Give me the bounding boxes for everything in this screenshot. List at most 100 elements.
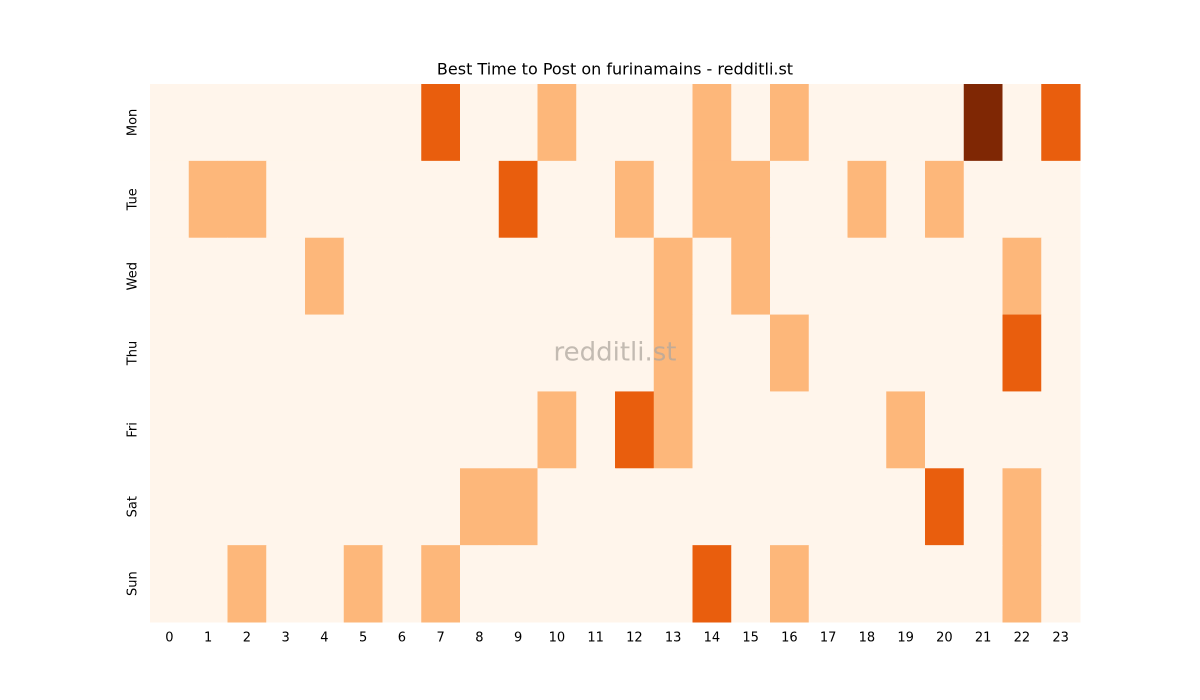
- heatmap-cell: [305, 545, 345, 623]
- x-tick-label: 11: [587, 631, 604, 646]
- heatmap-cell: [460, 468, 500, 546]
- heatmap-cell: [692, 160, 732, 239]
- heatmap-cell: [227, 314, 267, 392]
- heatmap-cell: [653, 160, 693, 239]
- x-tick-label: 6: [398, 631, 406, 646]
- x-tick-label: 14: [704, 631, 721, 646]
- heatmap-cell: [770, 237, 810, 316]
- heatmap-cell: [498, 84, 538, 162]
- heatmap-cell: [227, 237, 267, 316]
- x-tick-label: 2: [243, 631, 251, 646]
- heatmap-cell: [421, 391, 461, 469]
- heatmap-cell: [886, 237, 926, 316]
- heatmap-cell: [150, 84, 190, 162]
- heatmap-cell: [1002, 314, 1042, 392]
- heatmap-cell: [266, 391, 306, 469]
- heatmap-cell: [1041, 84, 1081, 162]
- x-tick-label: 4: [320, 631, 328, 646]
- heatmap-cell: [963, 84, 1003, 162]
- heatmap-cell: [498, 237, 538, 316]
- heatmap-cell: [1002, 468, 1042, 546]
- heatmap-cell: [537, 468, 577, 546]
- heatmap-cell: [925, 84, 965, 162]
- x-tick-label: 0: [165, 631, 173, 646]
- heatmap-cell: [576, 237, 616, 316]
- heatmap-cell: [537, 545, 577, 623]
- x-tick-label: 9: [514, 631, 522, 646]
- heatmap-cell: [1041, 391, 1081, 469]
- x-tick-label: 1: [204, 631, 212, 646]
- y-tick-label: Mon: [126, 109, 141, 136]
- heatmap-cell: [188, 84, 228, 162]
- heatmap-cell: [808, 160, 848, 239]
- heatmap-cell: [615, 160, 655, 239]
- heatmap-cell: [305, 314, 345, 392]
- heatmap-cell: [847, 314, 887, 392]
- heatmap-cell: [227, 545, 267, 623]
- heatmap-cell: [847, 468, 887, 546]
- heatmap-cell: [305, 237, 345, 316]
- heatmap-cell: [460, 314, 500, 392]
- heatmap-cell: [227, 468, 267, 546]
- heatmap-cell: [847, 237, 887, 316]
- x-tick-label: 8: [475, 631, 483, 646]
- heatmap-cell: [150, 468, 190, 546]
- heatmap-cell: [576, 84, 616, 162]
- heatmap-cell: [1002, 545, 1042, 623]
- heatmap-cell: [460, 160, 500, 239]
- heatmap-cell: [460, 84, 500, 162]
- heatmap-cell: [421, 468, 461, 546]
- heatmap-cell: [847, 84, 887, 162]
- heatmap-cell: [305, 391, 345, 469]
- heatmap-cell: [1002, 391, 1042, 469]
- heatmap-cell: [808, 237, 848, 316]
- heatmap-cell: [1041, 237, 1081, 316]
- x-tick-label: 12: [626, 631, 643, 646]
- heatmap-cell: [188, 160, 228, 239]
- heatmap-cell: [731, 314, 771, 392]
- heatmap-cell: [382, 84, 422, 162]
- heatmap-cell: [615, 237, 655, 316]
- x-tick-label: 17: [820, 631, 837, 646]
- heatmap-cell: [150, 314, 190, 392]
- heatmap-cell: [150, 391, 190, 469]
- heatmap-cell: [1002, 160, 1042, 239]
- heatmap-cell: [731, 391, 771, 469]
- x-tick-label: 19: [897, 631, 914, 646]
- heatmap-cell: [963, 160, 1003, 239]
- y-tick-label: Sat: [126, 496, 141, 517]
- heatmap-cell: [731, 545, 771, 623]
- heatmap-cell: [343, 545, 383, 623]
- heatmap-cell: [1041, 468, 1081, 546]
- heatmap-cell: [692, 468, 732, 546]
- heatmap-cell: [692, 391, 732, 469]
- heatmap-cell: [886, 468, 926, 546]
- x-tick-label: 20: [936, 631, 953, 646]
- y-tick-label: Sun: [126, 571, 141, 596]
- heatmap-cell: [266, 468, 306, 546]
- heatmap-cell: [1041, 314, 1081, 392]
- heatmap-cell: [653, 84, 693, 162]
- heatmap-cell: [925, 545, 965, 623]
- heatmap-cell: [925, 160, 965, 239]
- x-tick-label: 16: [781, 631, 798, 646]
- y-tick-label: Fri: [126, 422, 141, 438]
- heatmap-cell: [653, 545, 693, 623]
- heatmap-cell: [576, 468, 616, 546]
- heatmap-cell: [150, 545, 190, 623]
- heatmap-cell: [266, 545, 306, 623]
- heatmap-cell: [731, 237, 771, 316]
- heatmap-cell: [963, 314, 1003, 392]
- heatmap-cell: [460, 237, 500, 316]
- heatmap-cell: [653, 237, 693, 316]
- heatmap-cell: [266, 237, 306, 316]
- heatmap-cell: [847, 391, 887, 469]
- heatmap-cell: [537, 160, 577, 239]
- heatmap-cell: [382, 160, 422, 239]
- heatmap-cell: [537, 391, 577, 469]
- heatmap-cell: [808, 391, 848, 469]
- heatmap-cell: [498, 468, 538, 546]
- x-tick-label: 13: [665, 631, 682, 646]
- heatmap-cell: [963, 468, 1003, 546]
